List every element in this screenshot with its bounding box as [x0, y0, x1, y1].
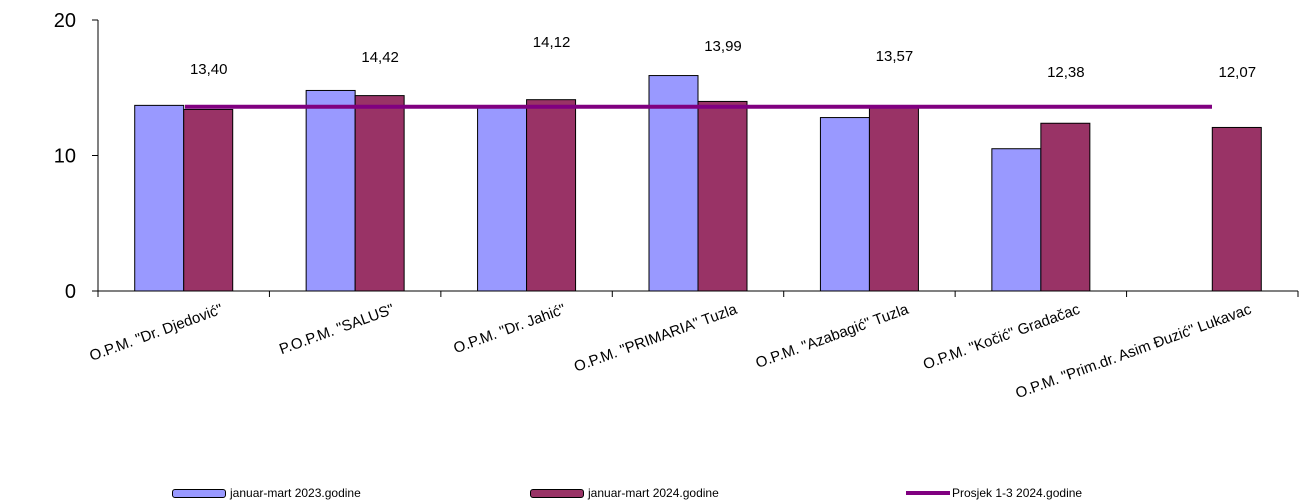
x-category-label: O.P.M. "Kočić" Gradačac — [921, 301, 1083, 374]
legend-swatch-2024 — [530, 488, 584, 498]
y-tick-label: 20 — [54, 10, 76, 32]
data-label: 13,99 — [704, 38, 742, 55]
data-label: 12,38 — [1047, 64, 1085, 81]
bar-2024 — [697, 100, 748, 292]
bar-2023 — [819, 117, 870, 292]
bar-2024 — [1211, 126, 1262, 292]
legend-label-2024: januar-mart 2024.godine — [588, 486, 719, 500]
bar-2024 — [526, 99, 577, 292]
bar-2023 — [991, 148, 1042, 292]
legend-label-average: Prosjek 1-3 2024.godine — [952, 486, 1083, 500]
data-label: 13,57 — [876, 48, 914, 65]
legend-item-2024: januar-mart 2024.godine — [530, 486, 719, 500]
data-label: 12,07 — [1219, 64, 1257, 81]
bar-chart: 0 10 20 13,40 14,42 14,12 13,99 13,57 12,38 12,07… — [54, 10, 1299, 402]
bar-2023 — [477, 106, 528, 292]
y-tick-label: 0 — [65, 281, 76, 303]
bar-2023 — [134, 104, 185, 292]
data-label: 14,42 — [361, 49, 399, 66]
x-category-label: P.O.P.M. "SALUS" — [277, 301, 397, 358]
data-label: 13,40 — [190, 61, 228, 78]
x-category-label: O.P.M. "Dr. Djedović" — [87, 301, 225, 365]
x-category-label: O.P.M. "Dr. Jahić" — [451, 301, 568, 357]
bar-2023 — [305, 89, 356, 292]
x-category-label: O.P.M. "PRIMARIA" Tuzla — [572, 301, 740, 376]
bar-2024 — [183, 108, 234, 292]
legend-item-2023: januar-mart 2023.godine — [172, 486, 361, 500]
y-tick-label: 10 — [54, 146, 76, 168]
legend-swatch-average — [906, 491, 950, 495]
legend-label-2023: januar-mart 2023.godine — [230, 486, 361, 500]
bar-2024 — [354, 95, 405, 292]
data-label: 14,12 — [533, 34, 571, 51]
legend-item-average: Prosjek 1-3 2024.godine — [906, 486, 1082, 500]
bar-2024 — [868, 106, 919, 292]
legend-swatch-2023 — [172, 488, 226, 498]
bar-2023 — [648, 75, 699, 292]
bar-2024 — [1040, 122, 1091, 292]
x-category-label: O.P.M. "Azabagić" Tuzla — [753, 301, 911, 372]
